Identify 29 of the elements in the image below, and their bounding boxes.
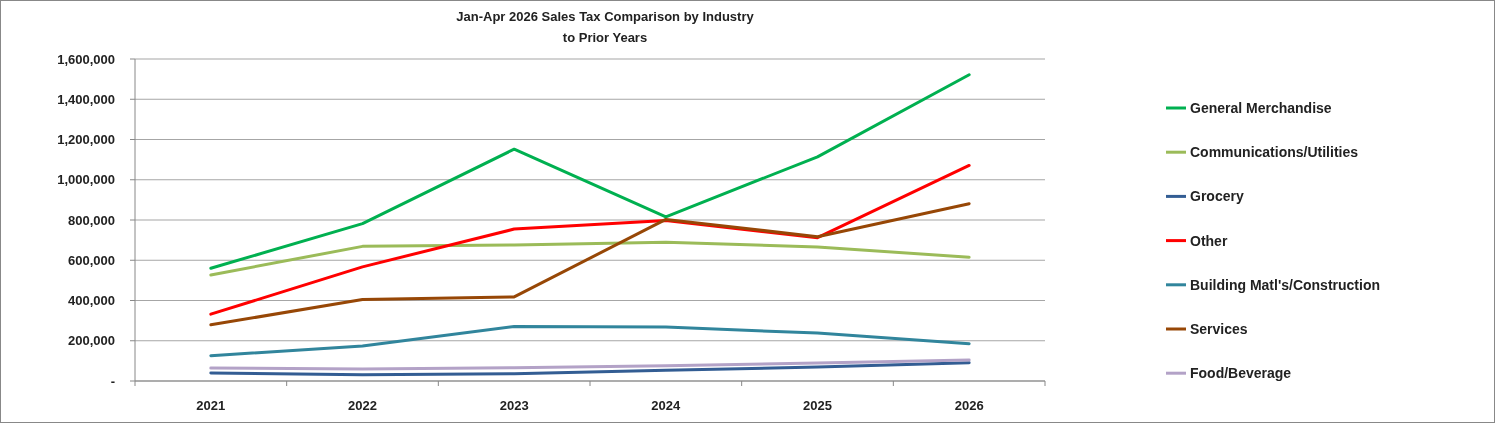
- y-tick-label: 1,400,000: [57, 91, 115, 107]
- y-tick-label: -: [110, 373, 115, 389]
- y-tick-label: 400,000: [68, 293, 115, 309]
- y-tick-label: 1,200,000: [57, 132, 115, 148]
- legend-label: Other: [1190, 232, 1228, 249]
- y-tick-label: 200,000: [68, 333, 115, 349]
- legend-label: Building Matl's/Construction: [1190, 276, 1380, 293]
- legend-label: General Merchandise: [1190, 99, 1332, 116]
- line-series: [209, 202, 971, 327]
- x-tick-label: 2025: [803, 398, 832, 413]
- legend-label: Food/Beverage: [1190, 365, 1292, 382]
- y-tick-label: 800,000: [68, 212, 115, 228]
- y-tick-label: 1,000,000: [57, 172, 115, 188]
- legend-label: Communications/Utilities: [1190, 144, 1359, 161]
- line-series: [209, 240, 971, 277]
- line-series: [209, 324, 971, 358]
- y-tick-label: 600,000: [68, 252, 115, 268]
- legend-label: Grocery: [1190, 188, 1244, 205]
- line-series: [209, 361, 971, 377]
- x-tick-label: 2023: [499, 398, 529, 413]
- line-series: [209, 358, 971, 371]
- x-tick-label: 2022: [348, 398, 377, 413]
- y-tick-label: 1,600,000: [57, 51, 115, 67]
- legend-label: Services: [1190, 320, 1248, 337]
- x-tick-label: 2021: [196, 398, 226, 413]
- x-tick-label: 2026: [954, 398, 984, 413]
- x-tick-label: 2024: [651, 398, 682, 413]
- line-series: [209, 73, 971, 270]
- chart-title: Jan-Apr 2026 Sales Tax Comparison by Industry to Prior Years: [456, 9, 755, 45]
